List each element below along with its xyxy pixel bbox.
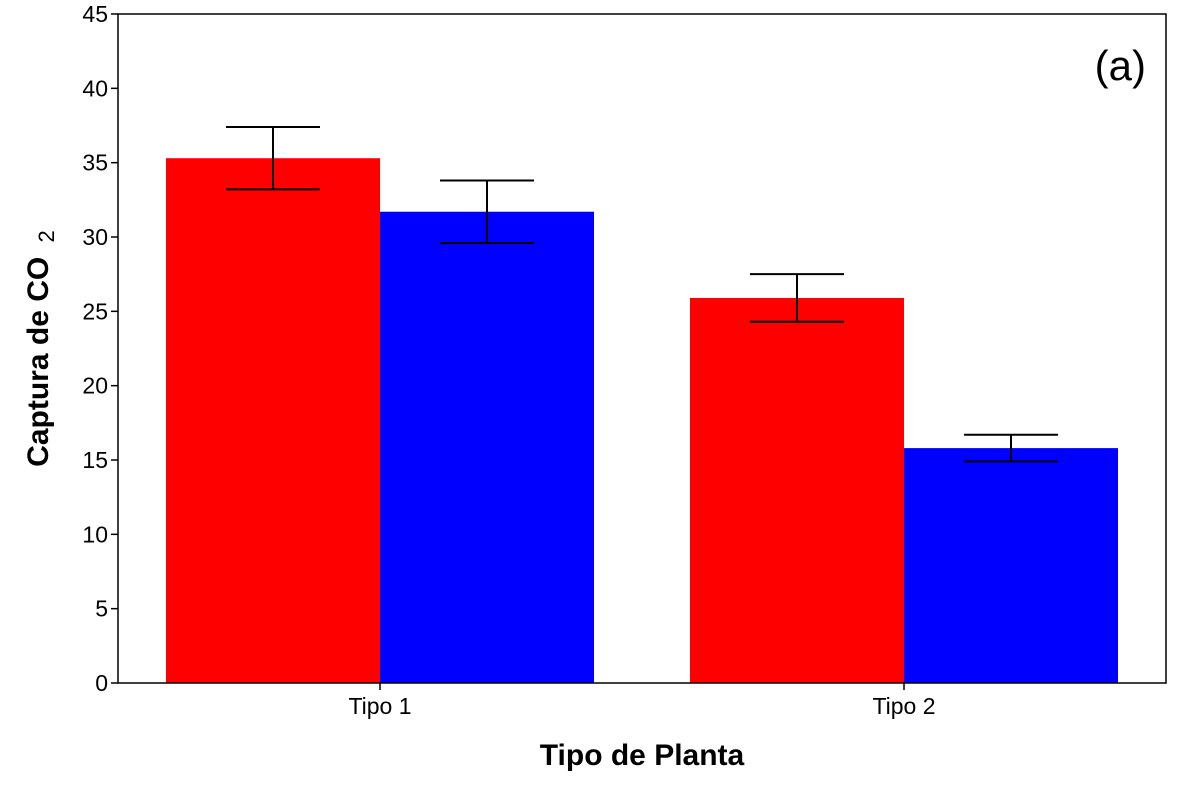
bar	[904, 448, 1118, 683]
bar	[166, 158, 380, 683]
y-tick-label: 20	[82, 373, 108, 399]
bar	[380, 211, 594, 683]
x-axis: Tipo 1 Tipo 2	[348, 683, 936, 719]
y-tick-label: 35	[82, 150, 108, 176]
y-tick-label: 40	[82, 75, 108, 101]
y-axis: 0 5 10 15 20 25 30 35 40 45	[82, 1, 118, 696]
y-axis-title-subscript: 2	[34, 230, 59, 242]
x-axis-title: Tipo de Planta	[540, 739, 745, 772]
y-tick-label: 45	[82, 1, 108, 27]
plot-frame	[117, 13, 1167, 684]
x-tick-label: Tipo 2	[872, 693, 935, 719]
y-tick-label: 25	[82, 298, 108, 324]
bar	[690, 297, 904, 683]
error-bars-layer	[226, 125, 1058, 463]
panel-label: (a)	[1095, 42, 1146, 89]
bars-layer	[166, 158, 1118, 683]
y-tick-label: 10	[82, 521, 108, 547]
y-tick-label: 5	[95, 596, 108, 622]
x-tick-label: Tipo 1	[348, 693, 411, 719]
y-axis-title-main: Captura de CO	[22, 257, 55, 467]
y-tick-label: 30	[82, 224, 108, 250]
y-tick-label: 15	[82, 447, 108, 473]
y-tick-label: 0	[95, 670, 108, 696]
y-axis-title: Captura de CO 2	[22, 230, 59, 467]
